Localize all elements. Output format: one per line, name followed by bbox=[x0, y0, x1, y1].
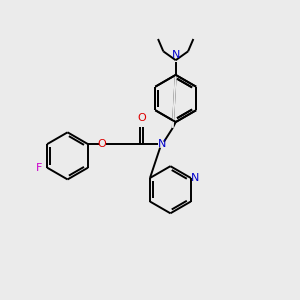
Text: F: F bbox=[36, 163, 43, 173]
Text: N: N bbox=[158, 139, 166, 149]
Text: N: N bbox=[172, 50, 180, 60]
Text: O: O bbox=[98, 139, 106, 149]
Text: N: N bbox=[191, 173, 199, 183]
Text: O: O bbox=[137, 113, 146, 124]
